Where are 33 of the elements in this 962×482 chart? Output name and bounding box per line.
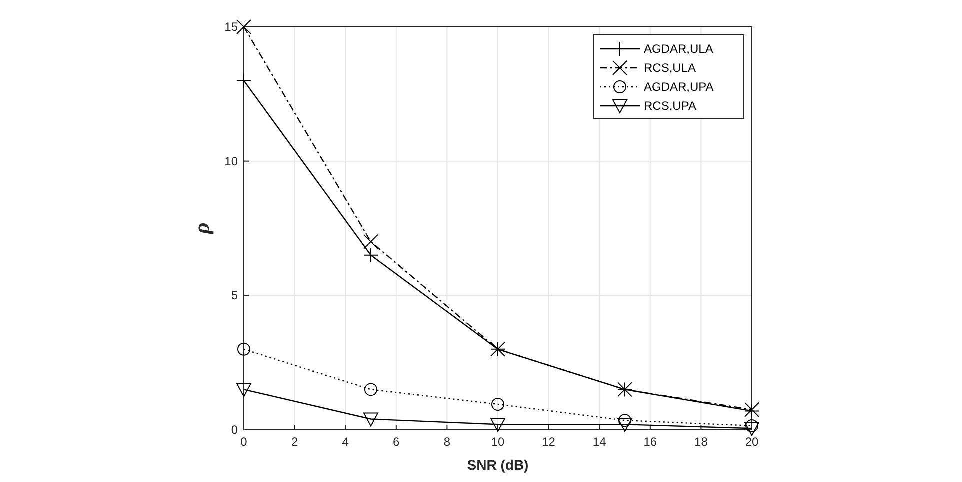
x-tick-label: 6	[393, 435, 400, 449]
point	[364, 234, 378, 250]
point	[364, 383, 378, 396]
point	[490, 418, 506, 432]
x-tick-label: 18	[694, 435, 708, 449]
legend-label: RCS,ULA	[644, 61, 696, 75]
y-tick-label: 0	[231, 423, 238, 437]
point	[492, 398, 504, 411]
x-tick-label: 0	[240, 435, 248, 449]
x-axis-title: SNR (dB)	[467, 457, 529, 473]
point	[618, 414, 632, 428]
x-tick-label: 2	[291, 435, 298, 449]
x-tick-label: 12	[542, 435, 556, 449]
y-tick-label: 10	[224, 154, 238, 168]
x-tick-label: 10	[491, 435, 505, 449]
point	[238, 342, 250, 356]
x-tick-label: 14	[592, 435, 607, 449]
legend-label: RCS,UPA	[644, 99, 696, 113]
y-tick-label: 5	[231, 288, 238, 303]
point	[236, 20, 252, 34]
y-axis-title: ρ	[189, 222, 214, 236]
x-tick-label: 20	[745, 435, 759, 449]
y-tick-label: 15	[224, 20, 238, 34]
x-tick-label: 4	[342, 435, 350, 449]
point	[618, 418, 632, 432]
x-tick-label: 8	[444, 435, 451, 449]
legend-label: AGDAR,ULA	[644, 42, 714, 56]
point	[744, 422, 760, 436]
x-tick-label: 16	[644, 435, 658, 449]
point	[236, 383, 252, 398]
point	[364, 412, 378, 427]
point	[746, 419, 758, 432]
legend-label: AGDAR,UPA	[644, 80, 714, 94]
